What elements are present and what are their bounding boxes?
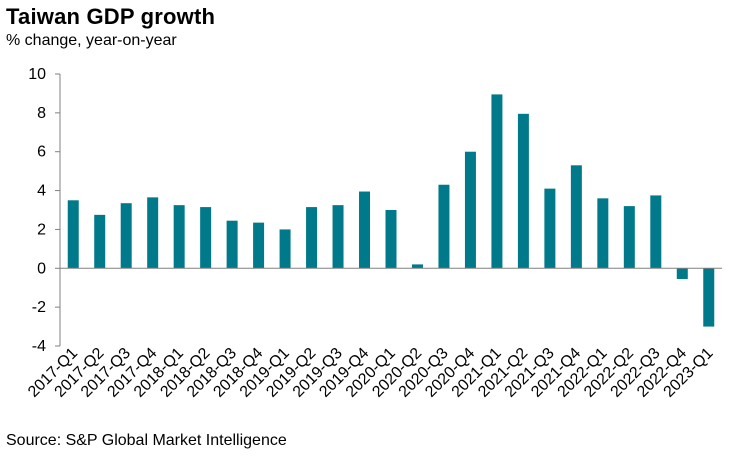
bar-2019-q3 [332,205,344,269]
bar-2022-q1 [597,198,609,269]
y-tick-label: 10 [28,66,46,83]
bar-2020-q1 [385,210,397,269]
bar-2021-q2 [517,113,529,269]
bar-2019-q1 [279,229,291,269]
y-axis: -4 -2 0 2 4 6 8 10 [28,66,46,355]
y-tick-label: 0 [37,260,46,277]
chart-title: Taiwan GDP growth [6,4,216,29]
bar-2017-q3 [120,203,132,269]
y-tick-label: -4 [32,338,46,355]
bar-2018-q4 [253,222,265,269]
bar-2021-q1 [491,94,503,269]
bar-2018-q1 [173,205,185,269]
bar-2019-q2 [306,207,318,269]
chart-subtitle: % change, year-on-year [6,32,177,49]
axes [55,73,722,347]
bar-2017-q4 [147,197,159,269]
bar-series [67,94,715,327]
y-tick-label: 8 [37,105,46,122]
bar-2018-q2 [200,207,212,269]
x-axis: 2017-Q12017-Q22017-Q32017-Q42018-Q12018-… [25,345,717,401]
bar-2022-q4 [676,268,688,279]
bar-2020-q2 [411,264,423,269]
bar-2022-q2 [623,206,635,269]
chart-source: Source: S&P Global Market Intelligence [6,432,287,449]
y-tick-label: 4 [37,183,46,200]
y-tick-label: 2 [37,221,46,238]
bar-2017-q2 [94,214,106,269]
bar-2021-q3 [544,188,556,269]
bar-2017-q1 [67,200,79,269]
bar-2022-q3 [650,195,662,269]
bar-2018-q3 [226,220,238,269]
bar-2020-q4 [464,151,476,269]
y-tick-label: -2 [32,299,46,316]
bar-2021-q4 [570,165,582,269]
bar-2023-q1 [703,268,715,327]
bar-2020-q3 [438,184,450,269]
y-tick-label: 6 [37,144,46,161]
bar-2019-q4 [359,191,371,269]
